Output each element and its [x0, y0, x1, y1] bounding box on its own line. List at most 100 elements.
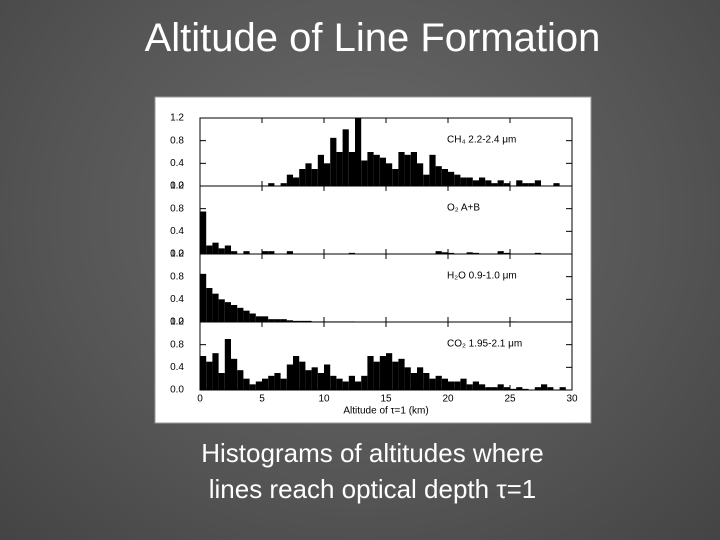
x-tick-label: 25: [504, 394, 516, 405]
histogram-bar: [373, 361, 380, 390]
histogram-bar: [231, 358, 238, 390]
histogram-bar: [516, 387, 523, 390]
histogram-bar: [460, 378, 467, 390]
histogram-bar: [404, 367, 411, 390]
x-tick-label: 5: [259, 394, 265, 405]
histogram-bar: [503, 387, 510, 390]
histogram-bar: [379, 157, 386, 186]
histogram-bar: [423, 373, 430, 390]
histogram-bar: [392, 169, 399, 186]
histogram-bar: [448, 171, 455, 186]
histogram-bar: [423, 174, 430, 186]
histogram-bar: [311, 367, 318, 390]
histogram-bar: [305, 370, 312, 390]
histogram-bar: [410, 152, 417, 186]
histogram-bar: [534, 180, 541, 186]
histogram-bar: [553, 183, 560, 186]
y-tick-label: 1.2: [170, 317, 184, 328]
histogram-bar: [491, 183, 498, 186]
histogram-bar: [342, 381, 349, 390]
histogram-bar: [528, 183, 535, 186]
histogram-bar: [262, 316, 269, 322]
histogram-bar: [497, 384, 504, 390]
histogram-bar: [379, 356, 386, 390]
histogram-bar: [231, 251, 238, 254]
histogram-bar: [311, 169, 318, 186]
histogram-bar: [522, 183, 529, 186]
histogram-bar: [286, 364, 293, 390]
histogram-bar: [491, 387, 498, 390]
histogram-bar: [231, 305, 238, 322]
histogram-bar: [200, 211, 207, 254]
histogram-bar: [373, 154, 380, 186]
caption-line: Histograms of altitudes where: [201, 438, 544, 468]
histogram-bar: [268, 251, 275, 254]
histogram-bar: [386, 163, 393, 186]
histogram-bar: [330, 375, 337, 390]
histogram-bar: [410, 373, 417, 390]
y-tick-label: 0.4: [170, 294, 184, 305]
histogram-bar: [224, 339, 231, 390]
histogram-bar: [280, 378, 287, 390]
histogram-bar: [398, 152, 405, 186]
histogram-bar: [398, 358, 405, 390]
y-tick-label: 0.0: [170, 385, 184, 396]
y-tick-label: 0.8: [170, 203, 184, 214]
histogram-bar: [497, 251, 504, 254]
histogram-bar: [454, 174, 461, 186]
histogram-bar: [441, 169, 448, 186]
histogram-bar: [472, 252, 479, 254]
histogram-bar: [348, 375, 355, 390]
histogram-bar: [255, 316, 262, 322]
histogram-bar: [280, 319, 287, 322]
histogram-bar: [286, 174, 293, 186]
histogram-bar: [417, 367, 424, 390]
x-tick-label: 10: [318, 394, 330, 405]
histogram-bar: [293, 356, 300, 390]
histogram-bar: [485, 180, 492, 186]
histogram-bar: [262, 378, 269, 390]
histogram-bar: [218, 373, 225, 390]
histogram-bar: [348, 252, 355, 254]
slide-title: Altitude of Line Formation: [144, 16, 601, 60]
histogram-bar: [286, 251, 293, 254]
histogram-bar: [522, 388, 529, 390]
histogram-bar: [460, 177, 467, 186]
y-tick-label: 0.4: [170, 362, 184, 373]
histogram-bar: [299, 361, 306, 390]
histogram-bar: [237, 370, 244, 390]
histogram-bar: [268, 375, 275, 390]
histogram-bar: [466, 177, 473, 186]
histogram-bar: [268, 319, 275, 322]
histogram-bar: [466, 252, 473, 254]
histogram-bar: [435, 166, 442, 186]
histogram-bar: [224, 302, 231, 322]
histogram-bar: [262, 251, 269, 254]
histogram-bar: [534, 387, 541, 390]
histogram-bar: [485, 387, 492, 390]
histogram-bar: [472, 180, 479, 186]
histogram-bar: [516, 180, 523, 186]
histogram-bar: [200, 356, 207, 390]
histogram-bar: [479, 177, 486, 186]
x-tick-label: 20: [442, 394, 454, 405]
histogram-bar: [361, 160, 368, 186]
histogram-bar: [324, 163, 331, 186]
histogram-bar: [559, 387, 566, 390]
caption-line: lines reach optical depth τ=1: [208, 474, 537, 504]
histogram-bar: [286, 320, 293, 322]
histogram-bar: [503, 183, 510, 186]
histogram-bar: [274, 319, 281, 322]
y-tick-label: 1.2: [170, 249, 184, 260]
y-tick-label: 0.4: [170, 158, 184, 169]
panel-label: H₂O 0.9-1.0 μm: [447, 271, 517, 282]
x-axis-label: Altitude of τ=1 (km): [343, 406, 428, 417]
panel-label: CO₂ 1.95-2.1 μm: [447, 339, 522, 350]
histogram-bar: [441, 378, 448, 390]
histogram-bar: [268, 183, 275, 186]
histogram-bar: [348, 152, 355, 186]
histogram-bar: [392, 361, 399, 390]
histogram-bar: [212, 242, 219, 254]
histogram-bar: [212, 353, 219, 390]
histogram-bar: [255, 381, 262, 390]
